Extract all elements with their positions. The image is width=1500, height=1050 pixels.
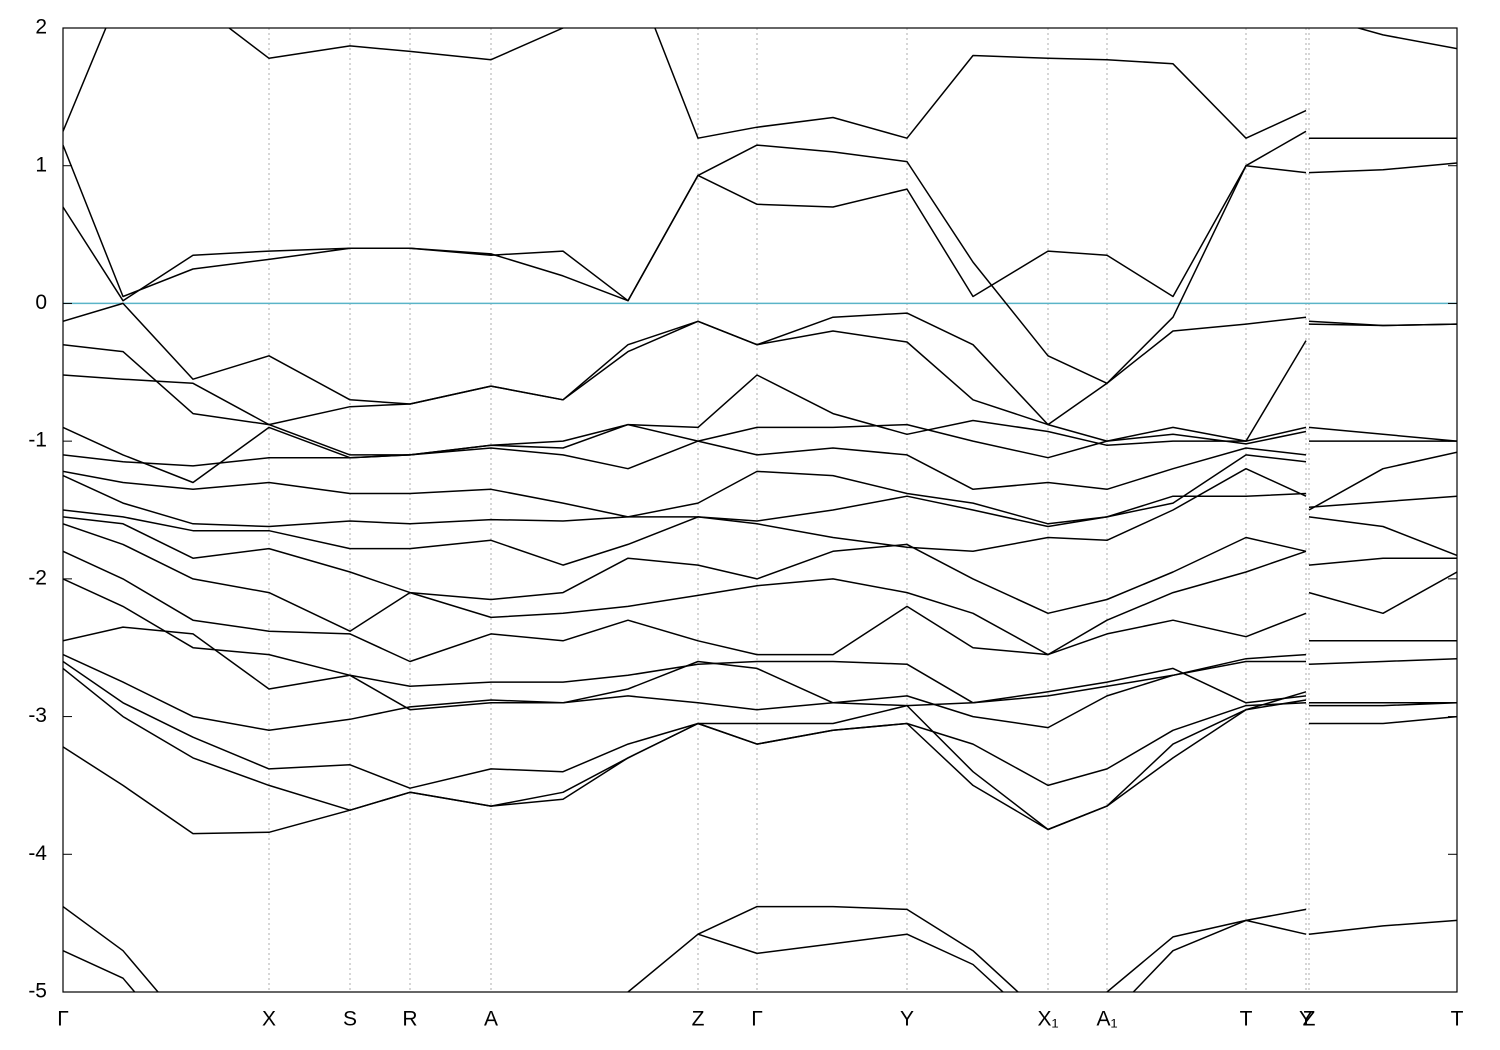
band-line <box>63 470 1457 525</box>
x-tick-label: X₁ <box>1037 1008 1058 1031</box>
x-tick-label: R <box>402 1008 417 1031</box>
x-tick-label: T <box>1240 1008 1253 1031</box>
x-tick-label: Z <box>692 1008 705 1031</box>
band-line <box>63 626 1457 729</box>
band-line <box>63 578 1457 704</box>
band-line <box>63 162 1457 302</box>
band-line <box>63 905 1457 992</box>
x-tick-label: Z <box>1303 1008 1316 1031</box>
band-line <box>63 320 1457 442</box>
x-tick-label: Γ <box>57 1008 69 1031</box>
y-tick-label: 2 <box>35 16 47 39</box>
band-line <box>63 653 1307 732</box>
band-line <box>63 523 1457 656</box>
band-line <box>63 699 1457 835</box>
grid-layer <box>62 28 1458 992</box>
x-tick-label: Y <box>900 1008 914 1031</box>
y-tick-label: 1 <box>35 153 47 176</box>
y-tick-label: -4 <box>28 842 47 865</box>
plot-frame <box>62 27 1458 993</box>
band-line <box>63 423 1457 484</box>
x-tick-label: Γ <box>751 1008 763 1031</box>
x-tick-label: X <box>262 1008 276 1031</box>
y-tick-label: -5 <box>28 980 47 1003</box>
band-line <box>63 28 1457 139</box>
bands <box>63 28 1457 992</box>
band-line <box>63 919 1307 992</box>
band-line <box>63 302 1457 426</box>
band-line <box>63 550 1457 665</box>
band-line <box>63 516 1457 615</box>
x-tick-label: T <box>1451 1008 1464 1031</box>
band-line <box>63 374 1457 456</box>
y-tick-label: 0 <box>35 291 47 314</box>
x-tick-label: A <box>484 1008 498 1031</box>
band-line <box>63 130 1457 385</box>
band-line <box>63 660 1307 789</box>
x-tick-label: A₁ <box>1096 1008 1117 1031</box>
band-line <box>63 467 1457 566</box>
y-tick-label: -2 <box>28 566 47 589</box>
y-tick-label: -3 <box>28 704 47 727</box>
x-tick-label: S <box>343 1008 357 1031</box>
x-tick-label: Y <box>1299 1008 1313 1031</box>
band-line <box>63 440 1457 511</box>
y-tick-label: -1 <box>28 429 47 452</box>
